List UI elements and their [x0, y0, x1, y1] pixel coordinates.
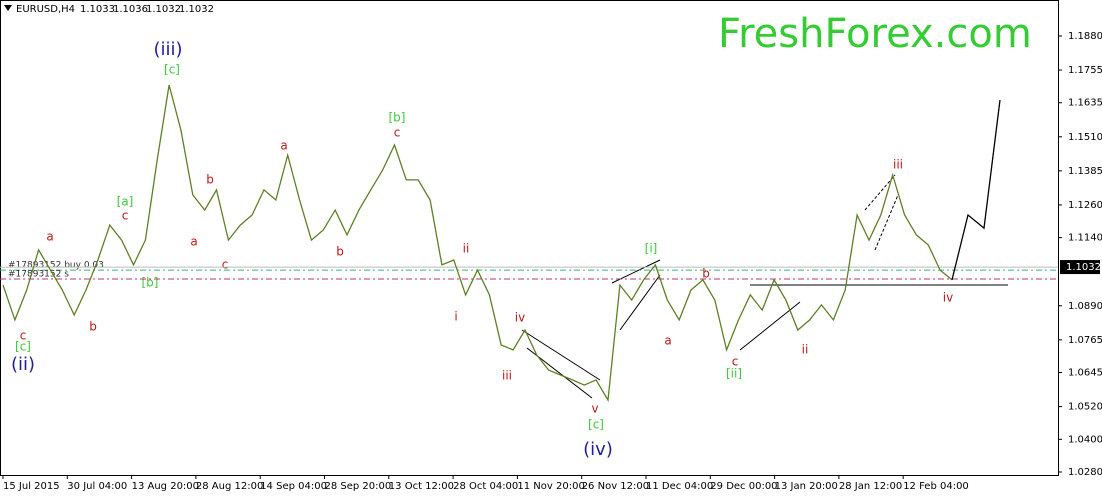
y-tick-label: 1.1635: [1068, 98, 1102, 109]
wave-label: (ii): [11, 354, 35, 375]
wave-label: (iii): [153, 39, 182, 60]
symbol: EURUSD,H4: [16, 4, 75, 15]
wave-label: [c]: [164, 63, 180, 77]
low: 1.1032: [146, 4, 181, 15]
x-tick-label: 28 Sep 20:00: [325, 481, 392, 492]
trendline: [864, 174, 896, 211]
y-tick-label: 1.1385: [1068, 166, 1102, 177]
x-tick-label: 15 Jul 2015: [3, 481, 60, 492]
wave-label: a: [46, 230, 53, 244]
y-tick-label: 1.0400: [1068, 434, 1102, 445]
wave-label: c: [122, 209, 129, 223]
x-tick-label: 28 Oct 04:00: [453, 481, 518, 492]
x-tick-label: 30 Jul 04:00: [67, 481, 127, 492]
last-price-label: 1.1032: [1066, 262, 1101, 273]
wave-labels: (iii) [c] (ii) [c] c a b [a] c [b] a b c…: [11, 39, 953, 460]
watermark: FreshForex.com: [718, 11, 1032, 57]
x-tick-label: 11 Dec 04:00: [646, 481, 713, 492]
y-tick-label: 1.1510: [1068, 132, 1102, 143]
y-tick-label: 1.1880: [1068, 31, 1102, 42]
wave-label: a: [664, 334, 671, 348]
y-tick-label: 1.0645: [1068, 368, 1102, 379]
y-tick-label: 1.0765: [1068, 335, 1102, 346]
y-tick-label: 1.1140: [1068, 233, 1102, 244]
wave-label: [ii]: [726, 367, 742, 381]
menu-arrow[interactable]: [4, 5, 12, 11]
x-tick-label: 13 Jan 20:00: [775, 481, 838, 492]
wave-label: b: [206, 173, 214, 187]
open: 1.1033: [80, 4, 115, 15]
close: 1.1032: [179, 4, 214, 15]
last-price-box: [1060, 260, 1100, 275]
wave-label: [b]: [389, 111, 406, 125]
wave-label: [c]: [588, 418, 604, 432]
trendline: [619, 274, 661, 331]
wave-label: iii: [893, 158, 903, 172]
order-label: #17893152 buy 0.03: [8, 261, 104, 271]
wave-label: ii: [802, 343, 809, 357]
y-tick-label: 1.1755: [1068, 65, 1102, 76]
wave-label: b: [89, 320, 97, 334]
wave-label: b: [702, 267, 710, 281]
x-tick-label: 28 Aug 12:00: [196, 481, 263, 492]
trendline: [521, 329, 601, 381]
wave-label: i: [454, 310, 457, 324]
wave-label: [i]: [645, 242, 658, 256]
wave-label: a: [190, 235, 197, 249]
x-tick-label: 13 Aug 20:00: [132, 481, 199, 492]
wave-label: iv: [515, 311, 525, 325]
y-tick-label: 1.0520: [1068, 402, 1102, 413]
x-tick-label: 11 Nov 20:00: [517, 481, 584, 492]
wave-label: v: [591, 402, 598, 416]
wave-label: c: [732, 355, 739, 369]
x-tick-label: 14 Sep 04:00: [260, 481, 327, 492]
x-tick-label: 12 Feb 04:00: [903, 481, 969, 492]
x-tick-label: 28 Jan 12:00: [839, 481, 902, 492]
wave-label: b: [336, 245, 344, 259]
x-tick-label: 26 Nov 12:00: [582, 481, 649, 492]
wave-label: c: [222, 258, 229, 272]
y-tick-label: 1.0890: [1068, 301, 1102, 312]
high: 1.1036: [113, 4, 148, 15]
wave-label: ii: [463, 242, 470, 256]
wave-label: a: [280, 139, 287, 153]
wave-label: [a]: [117, 195, 134, 209]
wave-label: iv: [943, 291, 953, 305]
forecast-line: [951, 99, 1001, 281]
wave-label: c: [394, 126, 401, 140]
wave-label: [c]: [15, 340, 31, 354]
x-tick-label: 29 Dec 00:00: [710, 481, 777, 492]
wave-label: [b]: [142, 276, 159, 290]
order-label: #17893152 s: [8, 270, 69, 280]
x-tick-label: 13 Oct 12:00: [389, 481, 454, 492]
y-tick-label: 1.1260: [1068, 200, 1102, 211]
wave-label: iii: [502, 369, 512, 383]
wave-label: c: [20, 329, 27, 343]
y-tick-label: 1.0280: [1068, 467, 1102, 478]
wave-label: (iv): [583, 439, 613, 460]
price-line: [2, 84, 953, 403]
